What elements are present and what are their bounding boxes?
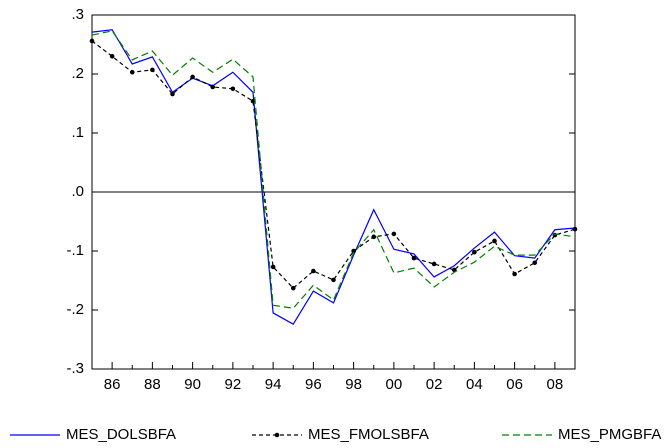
series-marker: [532, 260, 538, 266]
y-tick-label: -.3: [66, 360, 84, 377]
series-marker: [351, 248, 356, 254]
x-tick-label: 06: [506, 376, 523, 393]
series-marker: [512, 271, 517, 277]
series-marker: [210, 84, 216, 90]
y-tick-label: -.2: [66, 301, 84, 318]
y-tick-label: .2: [71, 65, 84, 82]
series-marker: [331, 277, 336, 283]
series-marker: [472, 249, 477, 255]
series-marker: [311, 268, 316, 274]
series-marker: [230, 86, 236, 92]
x-tick-label: 88: [144, 376, 161, 393]
series-marker: [431, 261, 437, 267]
x-tick-label: 96: [305, 376, 322, 393]
x-tick-label: 90: [184, 376, 201, 393]
series-marker: [492, 238, 497, 244]
x-tick-label: 04: [466, 376, 483, 393]
series-marker: [572, 226, 578, 232]
series-marker: [391, 231, 397, 237]
x-tick-label: 08: [547, 376, 564, 393]
y-tick-label: .0: [71, 183, 84, 200]
legend-label: MES_PMGBFA: [558, 426, 661, 443]
y-tick-label: .3: [71, 6, 84, 23]
legend-marker: [274, 432, 280, 438]
y-tick-label: .1: [71, 124, 84, 141]
series-marker: [290, 285, 296, 291]
series-line: [91, 30, 576, 309]
series-marker: [270, 264, 276, 270]
y-tick-label: -.1: [66, 242, 84, 259]
series-marker: [250, 98, 256, 104]
legend-label: MES_DOLSBFA: [66, 426, 176, 443]
x-tick-label: 92: [225, 376, 242, 393]
series-marker: [190, 74, 195, 80]
series-marker: [371, 234, 377, 240]
series-marker: [170, 91, 175, 97]
x-tick-label: 94: [265, 376, 282, 393]
series-marker: [109, 54, 115, 59]
series-marker: [89, 38, 95, 44]
series-marker: [411, 255, 417, 261]
x-tick-label: 86: [104, 376, 121, 393]
series-marker: [129, 69, 135, 75]
series-marker: [150, 67, 155, 73]
x-tick-label: 00: [386, 376, 403, 393]
legend-label: MES_FMOLSBFA: [308, 426, 429, 443]
x-tick-label: 02: [426, 376, 443, 393]
x-tick-label: 98: [345, 376, 362, 393]
